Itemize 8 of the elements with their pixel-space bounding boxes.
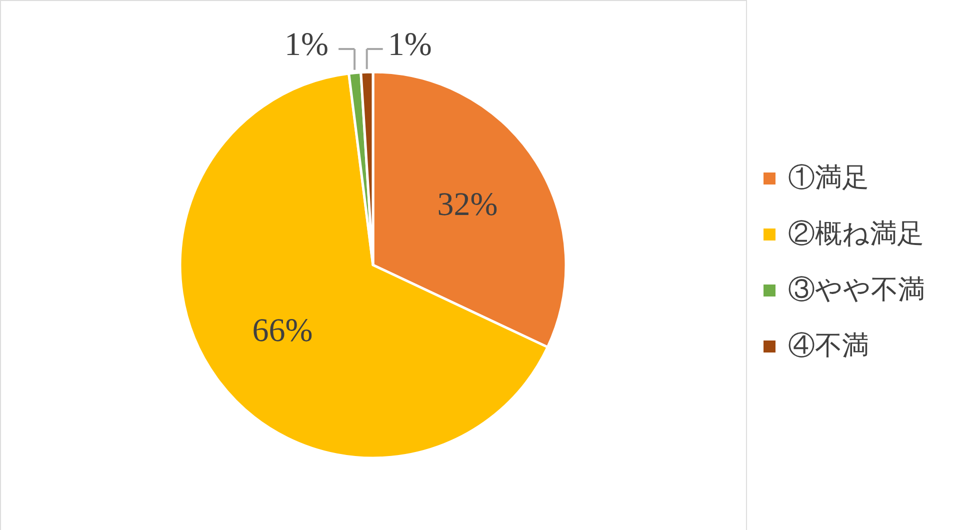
legend-label: ②概ね満足	[788, 218, 924, 248]
legend-label: ③やや不満	[788, 274, 925, 304]
data-label: 1%	[284, 27, 329, 63]
legend-label: ①満足	[788, 162, 869, 192]
data-label: 1%	[388, 27, 432, 63]
data-label: 32%	[437, 187, 498, 224]
data-label: 66%	[252, 312, 313, 349]
legend-label: ④不満	[788, 330, 869, 360]
